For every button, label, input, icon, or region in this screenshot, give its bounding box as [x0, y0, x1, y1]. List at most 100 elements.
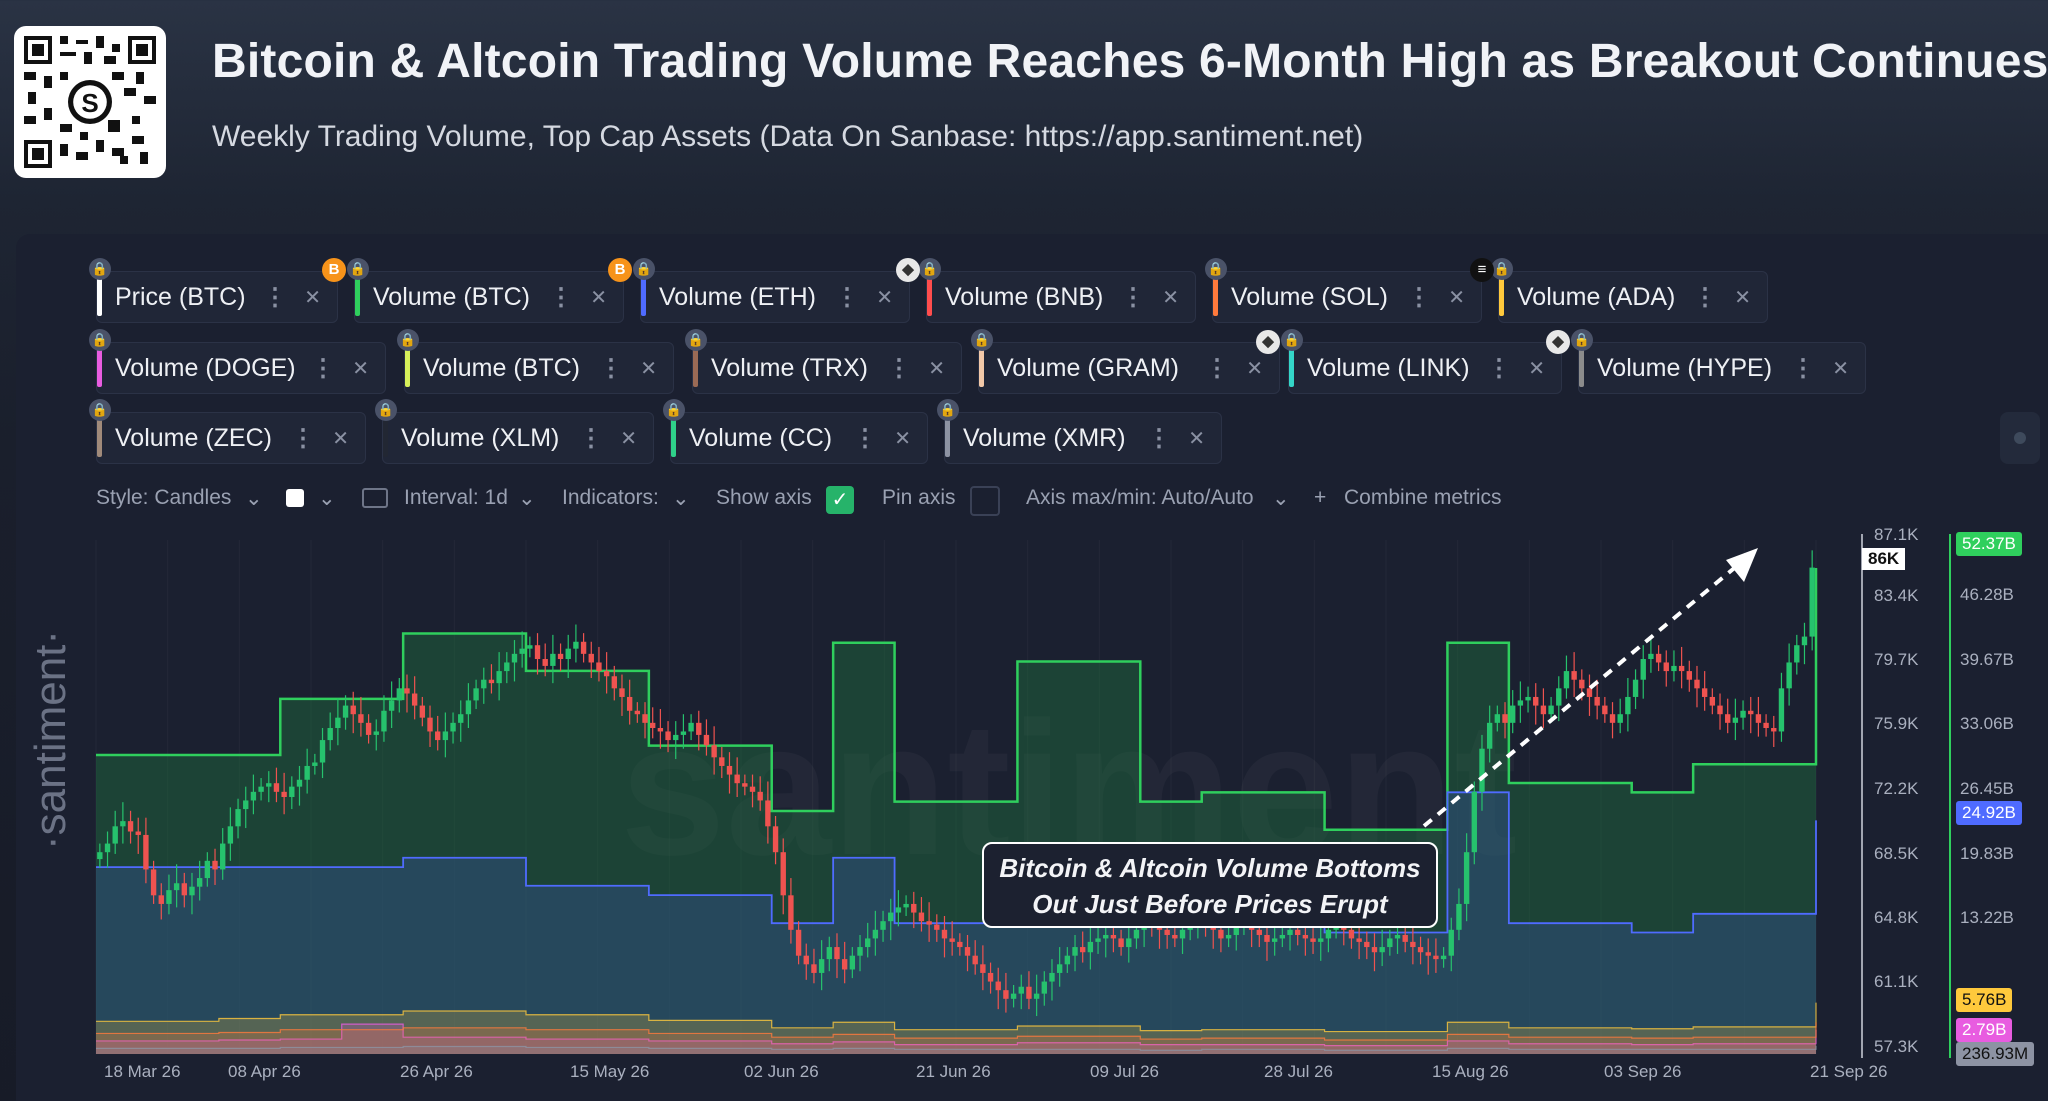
price-candle: [1080, 947, 1086, 953]
price-candle: [742, 783, 748, 787]
more-options-icon[interactable]: ⋮: [599, 354, 623, 382]
price-candle: [557, 653, 564, 660]
alt-volume-line: [96, 1045, 1817, 1051]
more-options-icon[interactable]: ⋮: [549, 283, 573, 311]
price-candle: [1494, 714, 1501, 723]
volume-value-badge: 2.79B: [1956, 1018, 2013, 1042]
close-icon[interactable]: ✕: [1162, 286, 1179, 309]
close-icon[interactable]: ✕: [1734, 286, 1751, 309]
close-icon[interactable]: ✕: [928, 357, 945, 380]
more-options-icon[interactable]: ⋮: [1407, 283, 1431, 311]
close-icon[interactable]: ✕: [590, 286, 607, 309]
price-candle: [1364, 941, 1370, 948]
price-candle: [1748, 710, 1754, 715]
close-icon[interactable]: ✕: [640, 357, 657, 380]
price-candle: [243, 800, 249, 810]
more-options-icon[interactable]: ⋮: [1487, 354, 1511, 382]
price-candle: [1133, 929, 1140, 939]
metric-chip[interactable]: 🔒 Volume (SOL) ⋮ ✕: [1205, 258, 1482, 323]
more-options-icon[interactable]: ⋮: [291, 424, 315, 452]
price-candle: [857, 947, 863, 956]
price-candle: [1456, 903, 1462, 930]
lock-icon: 🔒: [375, 399, 397, 421]
metric-chip[interactable]: 🔒 Volume (BTC) ⋮ ✕: [347, 258, 624, 323]
price-candle: [411, 693, 418, 706]
more-options-icon[interactable]: ⋮: [1791, 354, 1815, 382]
metric-chip[interactable]: 🔒 Volume (BNB) ⋮ ✕: [919, 258, 1196, 323]
price-candle: [1348, 929, 1355, 939]
price-candle: [1586, 688, 1593, 697]
metric-chip[interactable]: 🔒 Volume (ETH) ⋮ ✕: [633, 258, 910, 323]
close-icon[interactable]: ✕: [1188, 427, 1205, 450]
more-options-icon[interactable]: ⋮: [887, 354, 911, 382]
metric-chip[interactable]: 🔒 Volume (XMR) ⋮ ✕: [937, 399, 1222, 464]
metric-chip[interactable]: 🔒 Volume (LINK) ⋮ ✕: [1281, 329, 1562, 394]
price-candle: [696, 722, 702, 735]
metric-chip[interactable]: 🔒 Volume (TRX) ⋮ ✕: [685, 329, 962, 394]
close-icon[interactable]: ✕: [876, 286, 893, 309]
more-options-icon[interactable]: ⋮: [835, 283, 859, 311]
price-candle: [1387, 938, 1393, 948]
price-candle: [435, 731, 441, 741]
price-candle: [104, 843, 111, 853]
close-icon[interactable]: ✕: [304, 286, 321, 309]
metric-chip[interactable]: 🔒 Volume (HYPE) ⋮ ✕: [1571, 329, 1866, 394]
more-options-icon[interactable]: ⋮: [1693, 283, 1717, 311]
metric-chip[interactable]: 🔒 Volume (CC) ⋮ ✕: [663, 399, 928, 464]
price-candle: [273, 783, 280, 792]
more-options-icon[interactable]: ⋮: [1121, 283, 1145, 311]
style-selector[interactable]: Style: Candles: [96, 486, 232, 509]
price-candle: [1271, 938, 1278, 942]
close-icon[interactable]: ✕: [1528, 357, 1545, 380]
interval-selector[interactable]: Interval: 1d: [404, 486, 508, 509]
metric-chip[interactable]: 🔒 Price (BTC) ⋮ ✕: [89, 258, 338, 323]
metric-chip[interactable]: 🔒 Volume (BTC) ⋮ ✕: [397, 329, 674, 394]
price-candle: [511, 653, 518, 663]
price-candle: [181, 883, 187, 896]
more-options-icon[interactable]: ⋮: [1147, 424, 1171, 452]
combine-metrics-button[interactable]: Combine metrics: [1344, 486, 1502, 509]
close-icon[interactable]: ✕: [1448, 286, 1465, 309]
more-options-icon[interactable]: ⋮: [579, 424, 603, 452]
metric-chip[interactable]: 🔒 Volume (ADA) ⋮ ✕: [1491, 258, 1768, 323]
price-candle: [1256, 929, 1262, 935]
price-candle: [381, 710, 387, 732]
price-candle: [711, 745, 717, 758]
more-options-icon[interactable]: ⋮: [263, 283, 287, 311]
annotation-line-1: Bitcoin & Altcoin Volume Bottoms: [999, 853, 1421, 883]
metric-chip[interactable]: 🔒 Volume (GRAM) ⋮ ✕: [971, 329, 1280, 394]
metric-color-bar: [1213, 278, 1218, 316]
price-candle: [1433, 955, 1439, 960]
price-candle: [1648, 653, 1654, 660]
metric-chip[interactable]: 🔒 Volume (ZEC) ⋮ ✕: [89, 399, 366, 464]
price-candle: [964, 947, 971, 956]
pin-axis-checkbox[interactable]: [970, 486, 1000, 516]
more-options-icon[interactable]: ⋮: [1205, 354, 1229, 382]
metric-label: Volume (HYPE): [1597, 353, 1773, 382]
price-candle: [726, 765, 733, 775]
metric-color-bar: [355, 278, 360, 316]
color-swatch[interactable]: [286, 489, 304, 507]
axis-maxmin-selector[interactable]: Axis max/min: Auto/Auto: [1026, 486, 1254, 509]
metric-chip[interactable]: 🔒 Volume (DOGE) ⋮ ✕: [89, 329, 386, 394]
metric-chip[interactable]: 🔒 Volume (XLM) ⋮ ✕: [375, 399, 654, 464]
metric-color-bar: [97, 278, 102, 316]
indicators-selector[interactable]: Indicators:: [562, 486, 659, 509]
lock-icon: 🔒: [633, 258, 655, 280]
lock-icon: 🔒: [685, 329, 707, 351]
record-button[interactable]: [2000, 412, 2040, 464]
price-candle: [1540, 705, 1547, 715]
close-icon[interactable]: ✕: [352, 357, 369, 380]
close-icon[interactable]: ✕: [332, 427, 349, 450]
show-axis-checkbox[interactable]: ✓: [826, 486, 854, 514]
close-icon[interactable]: ✕: [894, 427, 911, 450]
more-options-icon[interactable]: ⋮: [853, 424, 877, 452]
price-candle: [235, 809, 241, 827]
price-candle: [918, 912, 925, 922]
close-icon[interactable]: ✕: [1246, 357, 1263, 380]
close-icon[interactable]: ✕: [1832, 357, 1849, 380]
close-icon[interactable]: ✕: [620, 427, 637, 450]
price-candle: [872, 929, 879, 939]
price-candle: [1026, 986, 1032, 999]
more-options-icon[interactable]: ⋮: [311, 354, 335, 382]
